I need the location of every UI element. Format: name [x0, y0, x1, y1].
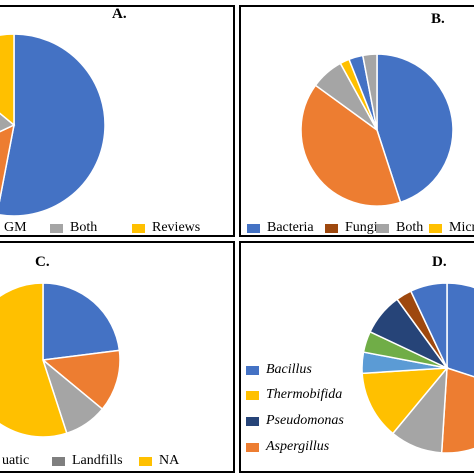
legend-label-aquatic: uatic	[2, 453, 30, 468]
legend-label-gm: GM	[4, 220, 27, 235]
legend-item-both-b: Both	[376, 220, 424, 235]
legend-item-na: NA	[139, 453, 179, 469]
panel-d: D. Bacillus Thermobifida Pseudomonas Asp…	[239, 241, 474, 473]
pie-slice-c-0	[42, 282, 121, 361]
panel-label-c: C.	[35, 254, 50, 270]
pie-slice-a-3	[0, 33, 15, 127]
pie-slice-a-0	[0, 33, 106, 217]
panel-label-b: B.	[431, 11, 445, 27]
panel-label-a: A.	[112, 6, 127, 22]
legend-swatch-reviews	[132, 223, 145, 233]
legend-item-fungi: Fungi	[325, 220, 378, 235]
pie-chart-d	[361, 282, 474, 454]
pie-slice-d-0	[446, 282, 474, 378]
legend-item-landfills: Landfills	[52, 453, 123, 469]
legend-item-aquatic: uatic	[2, 453, 29, 469]
legend-label-reviews: Reviews	[152, 220, 201, 235]
legend-label-pseudomonas: Pseudomonas	[266, 413, 344, 428]
legend-label-bacteria: Bacteria	[267, 220, 314, 235]
legend-swatch-landfills	[52, 456, 65, 466]
legend-item-bacteria: Bacteria	[247, 220, 314, 235]
legend-label-both-b: Both	[396, 220, 424, 235]
legend-swatch-micr	[429, 223, 442, 233]
pie-chart-c	[0, 282, 121, 438]
panel-label-d: D.	[432, 254, 447, 270]
legend-item-thermobifida: Thermobifida	[246, 387, 342, 403]
pie-slice-b-5	[361, 53, 378, 131]
legend-swatch-both-b	[376, 223, 389, 233]
legend-label-landfills: Landfills	[72, 453, 123, 468]
legend-label-bacillus: Bacillus	[266, 362, 312, 377]
legend-label-thermobifida: Thermobifida	[266, 387, 343, 402]
legend-item-pseudomonas: Pseudomonas	[246, 413, 344, 429]
pie-slice-d-8	[409, 282, 448, 369]
pie-slice-d-1	[440, 366, 474, 454]
legend-swatch-fungi	[325, 223, 338, 233]
legend-swatch-na	[139, 456, 152, 466]
legend-label-fungi: Fungi	[345, 220, 378, 235]
legend-label-aspergillus: Aspergillus	[266, 439, 330, 454]
pie-slice-c-1	[41, 349, 121, 411]
panel-c: C. uatic Landfills NA	[0, 241, 235, 473]
legend-swatch-aspergillus	[246, 442, 259, 452]
legend-label-micr: Micr	[449, 220, 474, 235]
pie-slice-c-3	[0, 282, 68, 438]
legend-item-micr: Micr	[429, 220, 474, 235]
legend-swatch-thermobifida	[246, 390, 259, 400]
pie-chart-b	[300, 53, 454, 207]
legend-item-both: Both	[50, 220, 98, 235]
legend-item-aspergillus: Aspergillus	[246, 439, 329, 455]
pie-slice-b-1	[300, 84, 402, 207]
legend-swatch-bacteria	[247, 223, 260, 233]
legend-item-bacillus: Bacillus	[246, 362, 312, 378]
pie-slice-d-3	[361, 367, 449, 435]
panel-a: A. GM Both Reviews	[0, 5, 235, 237]
legend-item-reviews: Reviews	[132, 220, 201, 235]
pie-slice-b-0	[376, 53, 454, 204]
legend-swatch-both	[50, 223, 63, 233]
pie-chart-a	[0, 33, 106, 217]
pie-slice-a-1	[0, 123, 16, 203]
legend-label-both: Both	[70, 220, 98, 235]
legend-item-gm: GM	[0, 220, 27, 235]
legend-label-na: NA	[159, 453, 180, 468]
legend-swatch-bacillus	[246, 365, 259, 375]
legend-swatch-pseudomonas	[246, 416, 259, 426]
panel-b: B. Bacteria Fungi Both Micr	[239, 5, 474, 237]
pie-slice-a-2	[0, 112, 16, 133]
